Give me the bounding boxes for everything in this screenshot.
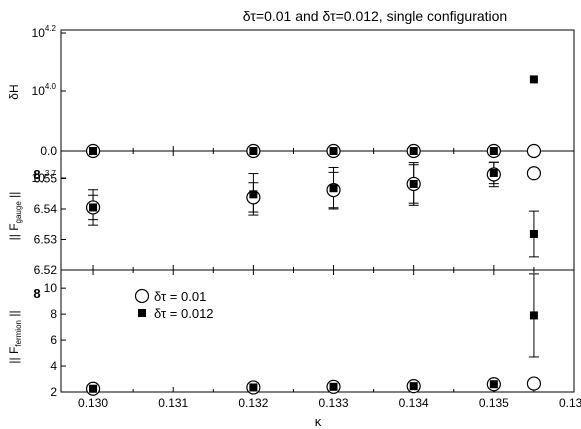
- filled-square-marker: [489, 380, 498, 389]
- filled-square-marker: [409, 147, 418, 155]
- y-tick-label: 6: [50, 333, 57, 347]
- legend: δτ = 0.01 δτ = 0.012: [134, 288, 214, 321]
- dh-axis-label: δH: [7, 84, 21, 99]
- filled-square-marker: [329, 184, 338, 193]
- filled-square-marker: [89, 147, 98, 155]
- open-circle-marker: [526, 166, 542, 181]
- fermion-superscript: 8: [33, 286, 40, 301]
- fermion-axis-label: || Ffermion ||: [7, 310, 23, 363]
- x-tick-label: 0.134: [399, 396, 429, 410]
- y-tick-label: 6.54: [34, 202, 58, 216]
- data-marks: [85, 75, 542, 396]
- y-tick-label: 0.0: [40, 144, 57, 158]
- x-tick-label: 0.130: [78, 396, 108, 410]
- filled-square-marker: [409, 382, 418, 391]
- y-tick-label: 6.55: [34, 171, 58, 185]
- x-axis-label: κ: [315, 414, 322, 429]
- fermion-panel-frame: [60, 269, 575, 393]
- x-tick-label: 0.135: [479, 396, 509, 410]
- filled-square-marker: [529, 229, 538, 238]
- x-tick-label: 0.136: [559, 396, 581, 410]
- fermion-axis-label-text: || Ffermion ||: [7, 310, 23, 363]
- filled-square-marker: [89, 384, 98, 393]
- y-tick-label: 2: [50, 385, 57, 399]
- filled-square-marker: [329, 382, 338, 391]
- legend-label-dt-0-01: δτ = 0.01: [154, 289, 206, 304]
- y-tick-label: 8: [50, 307, 57, 321]
- filled-square-marker: [489, 168, 498, 177]
- gauge-superscript: 8: [33, 167, 40, 182]
- y-tick-label: 104.2: [32, 24, 57, 40]
- y-tick-label: 10: [44, 281, 58, 295]
- y-tick-label: 6.52: [34, 263, 58, 277]
- filled-square-marker: [89, 203, 98, 212]
- filled-square-marker: [249, 190, 258, 199]
- y-tick-label: 6.53: [34, 232, 58, 246]
- filled-square-marker: [489, 147, 498, 155]
- filled-square-marker: [329, 147, 338, 155]
- legend-filled-square-marker: [138, 309, 146, 317]
- x-tick-label: 0.131: [158, 396, 188, 410]
- gauge-axis-label-text: || Fgauge ||: [7, 192, 23, 241]
- filled-square-marker: [249, 383, 258, 392]
- x-tick-label: 0.132: [238, 396, 268, 410]
- gauge-axis-label: || Fgauge ||: [7, 192, 23, 241]
- y-tick-label: 104.0: [32, 82, 57, 98]
- filled-square-marker: [409, 179, 418, 188]
- legend-label-dt-0-012: δτ = 0.012: [154, 306, 214, 321]
- y-tick-label: 4: [50, 359, 57, 373]
- dh-panel-frame: [60, 29, 575, 152]
- open-circle-marker: [526, 376, 542, 391]
- panel-frames: [60, 29, 575, 393]
- filled-square-marker: [249, 147, 258, 155]
- y-tick-label: 103.7: [32, 169, 57, 185]
- x-tick-label: 0.133: [319, 396, 349, 410]
- open-circle-marker: [526, 143, 542, 159]
- chart-title: δτ=0.01 and δτ=0.012, single configurati…: [243, 8, 507, 24]
- filled-square-marker: [529, 311, 538, 320]
- filled-square-marker: [529, 75, 538, 84]
- legend-open-circle-marker: [134, 288, 150, 304]
